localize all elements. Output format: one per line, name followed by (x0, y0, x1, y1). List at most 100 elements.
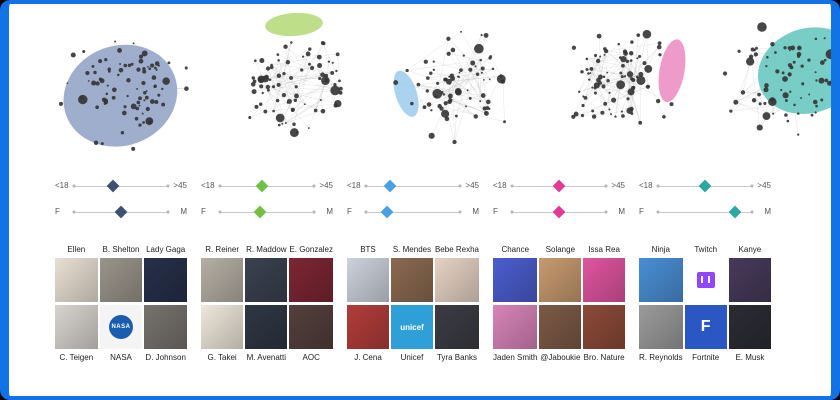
age-min-label-3: <18 (347, 181, 361, 190)
avatar-label-fortnite: Fortnite (692, 353, 720, 362)
slider-end-dot (218, 184, 222, 188)
avatar-bts[interactable] (347, 258, 389, 302)
slider-end-dot (458, 184, 462, 188)
avatar-label-unicef: Unicef (400, 353, 424, 362)
avatar-label-issa-rea: Issa Rea (588, 245, 620, 254)
avatar-bro-nature[interactable] (583, 305, 625, 349)
age-slider-track-2[interactable] (218, 179, 316, 193)
gender-min-label-5: F (639, 207, 644, 216)
age-slider-2: <18 >45 (201, 179, 333, 193)
slider-track-line (658, 212, 752, 213)
avatar-label-twitch: Twitch (694, 245, 718, 254)
avatar-r-reynolds[interactable] (639, 305, 683, 349)
avatar-fortnite[interactable]: F (684, 305, 727, 349)
gender-slider-handle-2[interactable] (254, 205, 267, 219)
slider-end-dot (218, 210, 222, 214)
age-slider-track-5[interactable] (656, 179, 754, 193)
slider-end-dot (510, 184, 514, 188)
slider-end-dot (656, 210, 660, 214)
slider-track-line (220, 212, 314, 213)
gender-slider-track-4[interactable] (510, 205, 608, 219)
avatar-ellen[interactable] (55, 258, 98, 302)
gender-slider-track-1[interactable] (72, 205, 170, 219)
avatar-lady-gaga[interactable] (144, 258, 187, 302)
avatar-jaden-smith[interactable] (493, 305, 538, 349)
slider-end-dot (656, 184, 660, 188)
slider-end-dot (750, 184, 754, 188)
avatar-m-avenatti[interactable] (245, 305, 288, 349)
age-min-label-4: <18 (493, 181, 507, 190)
gender-slider-track-2[interactable] (218, 205, 316, 219)
avatar-s-mendes[interactable] (390, 258, 433, 302)
slider-end-dot (166, 210, 170, 214)
avatar-twitch[interactable] (684, 258, 727, 302)
avatar-r-reiner[interactable] (201, 258, 244, 302)
age-slider-3: <18 >45 (347, 179, 479, 193)
gender-slider-track-3[interactable] (364, 205, 462, 219)
age-max-label-1: >45 (173, 181, 187, 190)
avatar-jaboukie[interactable] (539, 305, 582, 349)
avatar-c-teigen[interactable] (55, 305, 98, 349)
avatar-label-g-takei: G. Takei (207, 353, 237, 362)
network-graph-5 (722, 22, 831, 136)
age-slider-handle-5[interactable] (698, 179, 712, 193)
avatar-b-shelton[interactable] (99, 258, 143, 302)
avatar-e-musk[interactable] (728, 305, 771, 349)
slider-end-dot (72, 210, 76, 214)
avatar-j-cena[interactable] (347, 305, 389, 349)
avatar-label-j-cena: J. Cena (354, 353, 382, 362)
avatar-g-takei[interactable] (201, 305, 244, 349)
age-slider-track-4[interactable] (510, 179, 608, 193)
avatar-label-bebe-rexha: Bebe Rexha (434, 245, 479, 254)
fortnite-logo-icon: F (700, 318, 711, 335)
avatar-ninja[interactable] (639, 258, 683, 302)
avatar-tyra-banks[interactable] (434, 305, 479, 349)
gender-min-label-3: F (347, 207, 352, 216)
avatar-label-jaboukie: @Jaboukie (540, 353, 581, 362)
age-slider-handle-2[interactable] (255, 179, 269, 193)
avatar-issa-rea[interactable] (583, 258, 625, 302)
avatar-label-d-johnson: D. Johnson (145, 353, 186, 362)
avatar-bebe-rexha[interactable] (434, 258, 479, 302)
gender-slider-handle-3[interactable] (380, 205, 394, 219)
avatar-label-m-avenatti: M. Avenatti (246, 353, 287, 362)
age-slider-handle-3[interactable] (384, 179, 397, 193)
network-graph-1 (58, 40, 189, 151)
gender-min-label-4: F (493, 207, 498, 216)
avatar-aoc[interactable] (289, 305, 333, 349)
age-max-label-4: >45 (611, 181, 625, 190)
age-slider-track-1[interactable] (72, 179, 170, 193)
nasa-logo-icon: NASA (108, 315, 133, 339)
avatar-d-johnson[interactable] (144, 305, 187, 349)
avatar-chance[interactable] (493, 258, 538, 302)
avatar-label-nasa: NASA (110, 353, 132, 362)
age-slider-handle-1[interactable] (107, 179, 120, 193)
avatar-kanye[interactable] (728, 258, 771, 302)
avatar-nasa[interactable]: NASA (99, 305, 143, 349)
gender-slider-handle-4[interactable] (552, 205, 566, 219)
avatar-label-chance: Chance (501, 245, 530, 254)
avatar-label-aoc: AOC (302, 353, 320, 362)
age-max-label-2: >45 (319, 181, 333, 190)
gender-slider-handle-5[interactable] (728, 205, 742, 219)
slider-track-line (74, 186, 168, 187)
slider-end-dot (312, 184, 316, 188)
slider-end-dot (750, 210, 754, 214)
slider-end-dot (458, 210, 462, 214)
avatar-e-gonzalez[interactable] (289, 258, 333, 302)
avatar-label-tyra-banks: Tyra Banks (436, 353, 477, 362)
age-slider-track-3[interactable] (364, 179, 462, 193)
avatar-solange[interactable] (539, 258, 582, 302)
gender-slider-handle-1[interactable] (114, 205, 128, 219)
age-slider-handle-4[interactable] (552, 179, 566, 193)
avatar-label-bts: BTS (360, 245, 376, 254)
gender-slider-track-5[interactable] (656, 205, 754, 219)
avatar-r-maddow[interactable] (245, 258, 288, 302)
gender-max-label-1: M (180, 207, 187, 216)
avatar-unicef[interactable]: unicef (390, 305, 433, 349)
avatar-label-bro-nature: Bro. Nature (583, 353, 625, 362)
slider-end-dot (312, 210, 316, 214)
